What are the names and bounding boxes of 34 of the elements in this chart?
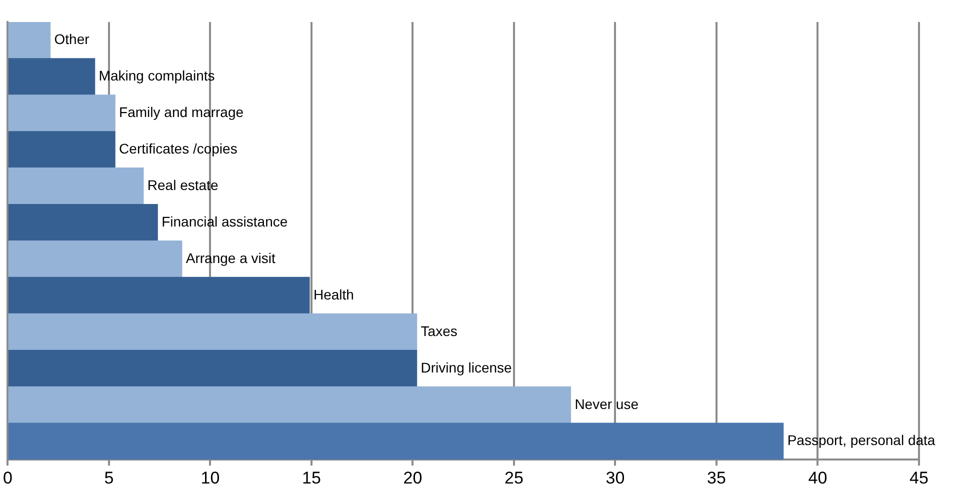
x-tick-label: 40 — [808, 468, 828, 488]
y-tick-label: Certificates /copies — [119, 140, 238, 156]
bar — [8, 204, 158, 242]
y-tick-label: Never use — [574, 396, 639, 412]
x-tick-label: 10 — [200, 468, 220, 488]
y-tick-label: Passport, personal data — [787, 432, 936, 448]
x-tick-label: 20 — [403, 468, 422, 488]
y-tick-label: Real estate — [147, 176, 218, 193]
x-tick-label: 45 — [910, 468, 928, 488]
bar — [8, 94, 116, 132]
y-tick-label: Making complaints — [98, 68, 215, 84]
y-tick-label: Taxes — [420, 322, 458, 339]
y-tick-label: Driving license — [420, 359, 512, 376]
y-tick-label: Health — [313, 286, 354, 302]
bar — [8, 386, 572, 424]
x-tick-label: 30 — [606, 468, 625, 488]
x-tick-label: 0 — [2, 468, 12, 488]
y-tick-label: Other — [54, 31, 90, 48]
bar — [8, 313, 418, 351]
bar — [8, 350, 418, 387]
y-tick-label: Financial assistance — [162, 213, 288, 230]
bar — [8, 168, 144, 205]
x-tick-label: 15 — [302, 468, 321, 488]
bar — [8, 276, 310, 314]
bar — [8, 22, 51, 59]
bar — [8, 422, 784, 460]
bar — [8, 58, 96, 96]
y-tick-label: Arrange a visit — [186, 250, 276, 266]
bar — [8, 240, 182, 278]
x-tick-label: 35 — [707, 468, 726, 488]
y-tick-label: Family and marrage — [119, 104, 244, 120]
bar — [8, 131, 116, 168]
x-tick-label: 5 — [104, 468, 114, 488]
x-tick-label: 25 — [504, 468, 524, 488]
